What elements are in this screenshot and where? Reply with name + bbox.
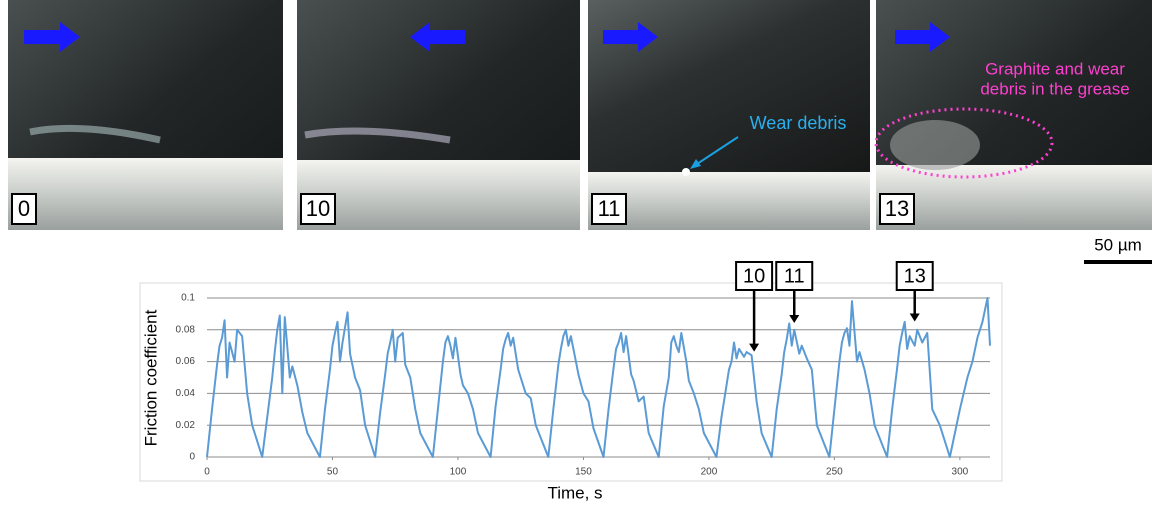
chart-frame bbox=[140, 283, 1002, 481]
annotation-label: 10 bbox=[743, 265, 765, 287]
panel-images bbox=[8, 0, 1152, 230]
figure: Wear debris Graphite and wear debris in … bbox=[0, 0, 1152, 503]
x-tick-label: 250 bbox=[826, 467, 843, 478]
y-axis-label: Friction coefficient bbox=[141, 309, 160, 446]
y-tick-label: 0.02 bbox=[176, 420, 196, 431]
x-tick-label: 0 bbox=[204, 467, 210, 478]
panel-annotation: debris in the grease bbox=[980, 79, 1129, 98]
y-tick-label: 0.06 bbox=[176, 356, 196, 367]
annotation-arrowhead bbox=[910, 313, 920, 321]
panel-label: 13 bbox=[885, 196, 909, 221]
x-tick-label: 50 bbox=[327, 467, 339, 478]
substrate bbox=[8, 158, 283, 230]
x-tick-label: 150 bbox=[575, 467, 592, 478]
panel-annotation: Graphite and wear bbox=[985, 59, 1125, 78]
page: Wear debris Graphite and wear debris in … bbox=[0, 0, 1152, 508]
substrate bbox=[876, 165, 1152, 230]
debris-cloud bbox=[890, 120, 980, 170]
annotation-arrowhead bbox=[789, 315, 799, 323]
x-tick-label: 300 bbox=[952, 467, 969, 478]
annotation-label: 11 bbox=[784, 265, 805, 287]
debris-particle bbox=[682, 168, 690, 176]
panel-annotation: Wear debris bbox=[750, 113, 847, 133]
panel-label: 10 bbox=[306, 196, 330, 221]
friction-line bbox=[207, 298, 990, 457]
y-tick-label: 0.1 bbox=[181, 293, 195, 304]
substrate bbox=[588, 172, 870, 230]
x-tick-label: 100 bbox=[450, 467, 467, 478]
y-tick-label: 0 bbox=[189, 452, 195, 463]
annotation-label: 13 bbox=[904, 265, 926, 287]
annotation-arrowhead bbox=[749, 344, 759, 352]
y-tick-label: 0.04 bbox=[176, 388, 196, 399]
panel-label: 0 bbox=[18, 196, 30, 221]
x-axis-label: Time, s bbox=[547, 483, 602, 502]
substrate bbox=[297, 160, 580, 230]
panel-label: 11 bbox=[598, 196, 621, 221]
scale-bar-label: 50 µm bbox=[1094, 235, 1142, 254]
x-tick-label: 200 bbox=[701, 467, 718, 478]
y-tick-label: 0.08 bbox=[176, 324, 196, 335]
